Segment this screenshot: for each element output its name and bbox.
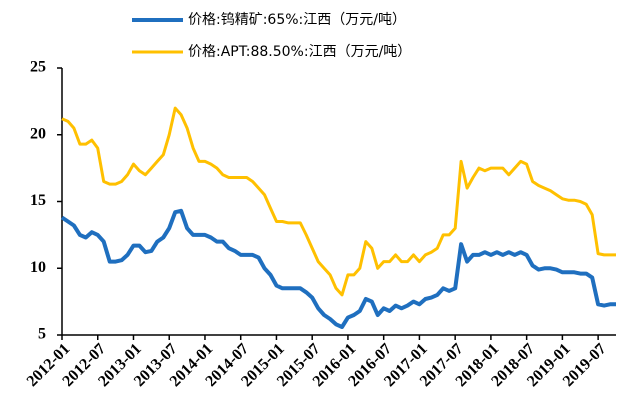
series-line: [60, 208, 616, 329]
legend-label: 价格:APT:88.50%:江西（万元/吨）: [188, 44, 411, 60]
y-tick-label: 20: [30, 125, 46, 142]
y-tick-label: 10: [30, 259, 46, 276]
series-line: [61, 106, 616, 297]
y-tick-label: 15: [30, 192, 46, 209]
legend-label: 价格:钨精矿:65%:江西（万元/吨）: [188, 12, 406, 28]
y-tick-label: 5: [38, 326, 46, 343]
y-tick-label: 25: [30, 59, 46, 76]
